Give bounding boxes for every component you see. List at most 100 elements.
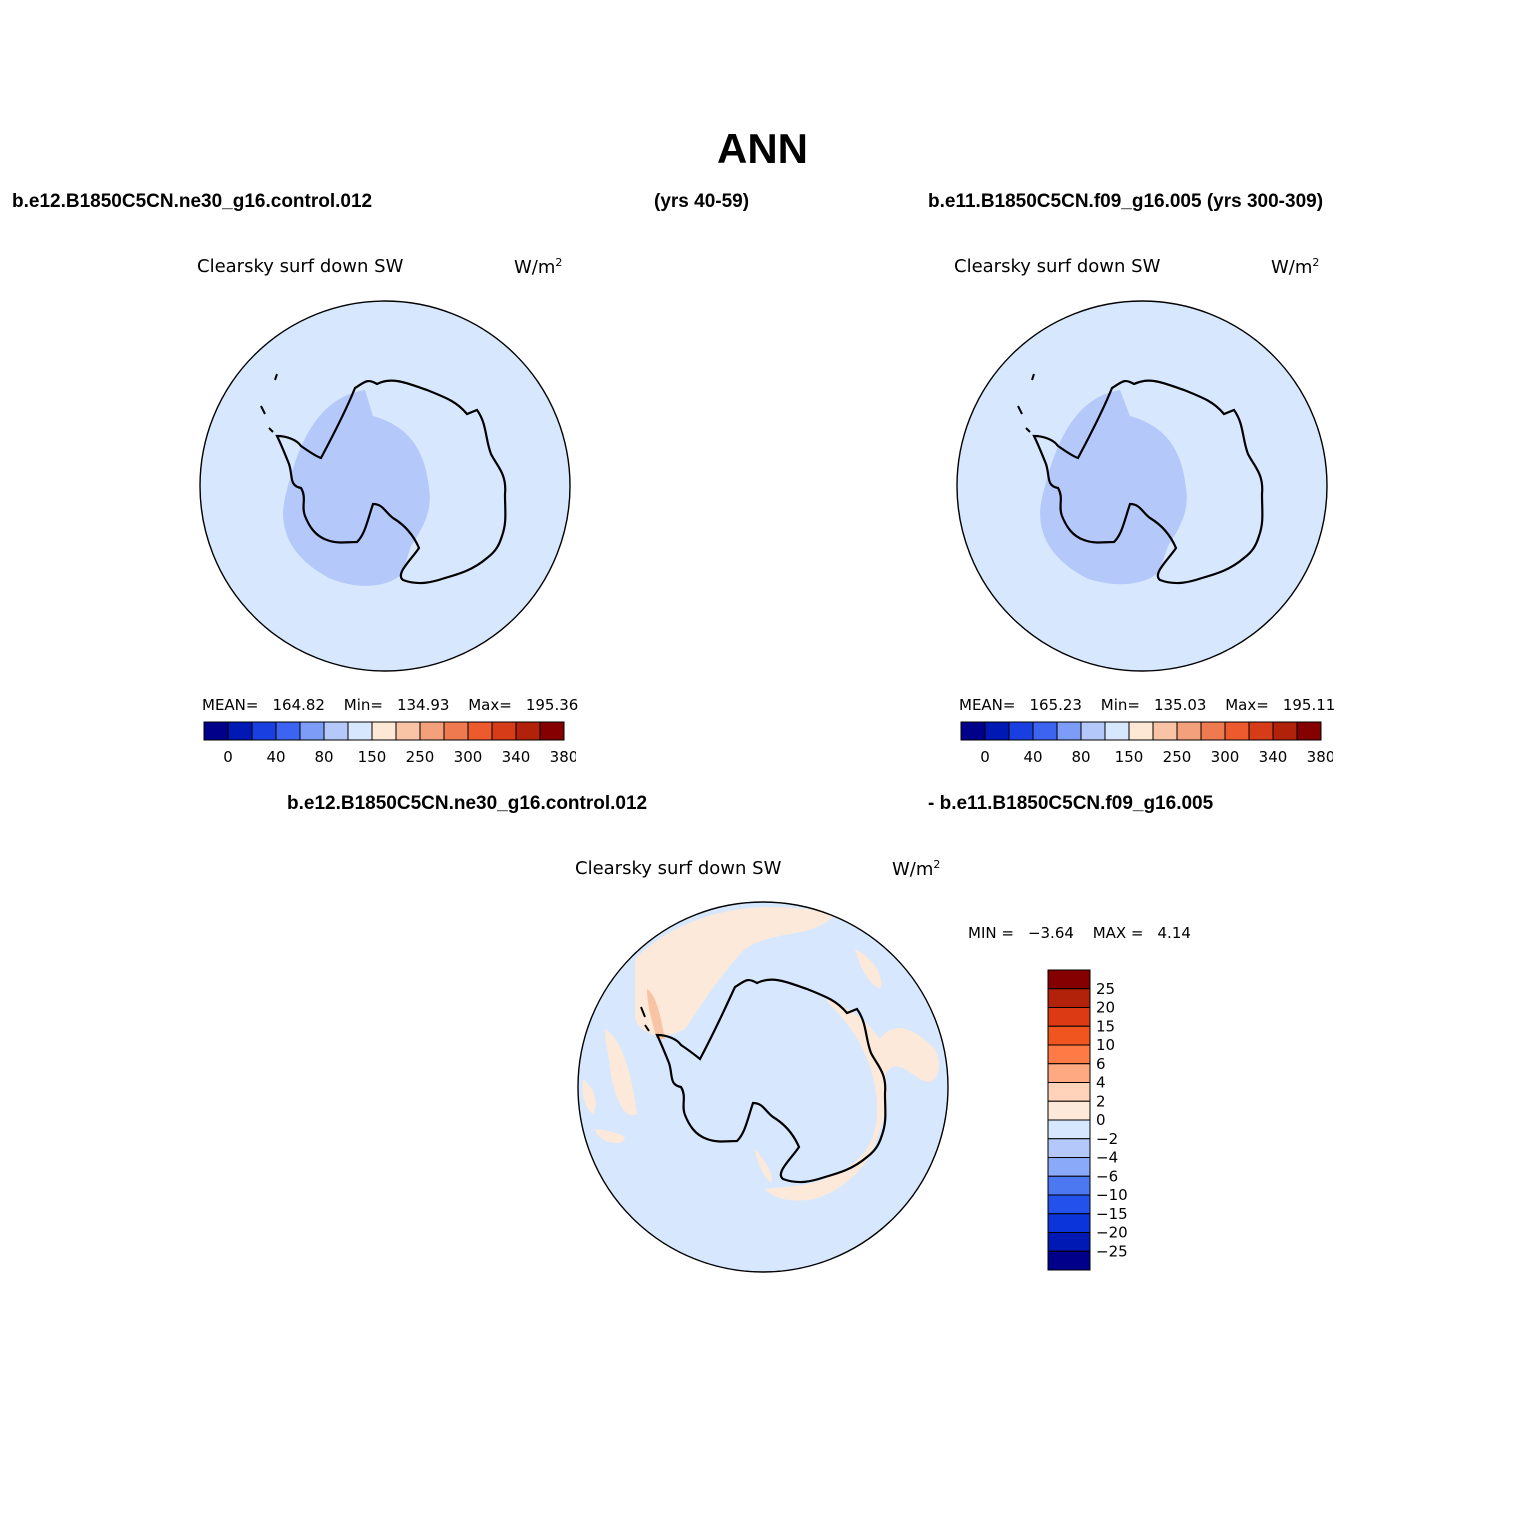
panel2-max: 195.11: [1282, 696, 1336, 714]
panel1-mean: 164.82: [272, 696, 325, 714]
map-diff: [577, 901, 949, 1273]
page-title: ANN: [717, 125, 808, 172]
colorbar2-tick-label: 340: [1259, 748, 1288, 766]
panel2-min-label: Min=: [1100, 696, 1140, 714]
colorbar2-tick-label: 0: [980, 748, 990, 766]
diff-colorbar-tick-label: −10: [1096, 1186, 1128, 1204]
panel2-units: W/m2: [1271, 256, 1320, 278]
diff-colorbar-cell: [1047, 1082, 1091, 1102]
diff-antarctica-coastline: [655, 978, 887, 1184]
colorbar2-tick-label: 250: [1163, 748, 1192, 766]
diff-variable-title: Clearsky surf down SW: [575, 858, 782, 879]
diff-colorbar-tick-label: 6: [1096, 1055, 1106, 1073]
diff-map-border: [577, 901, 949, 1273]
colorbar1-cell: [395, 721, 421, 741]
colorbar1-tick-label: 300: [454, 748, 483, 766]
case1-label: b.e12.B1850C5CN.ne30_g16.control.012: [12, 191, 373, 212]
diff-colorbar-cell: [1047, 1232, 1091, 1252]
colorbar1-cell: [251, 721, 277, 741]
diff-max-label: MAX =: [1092, 924, 1144, 942]
colorbar1-cell: [227, 721, 253, 741]
panel2-stats: MEAN= 165.23 Min= 135.03 Max= 195.11: [959, 696, 1349, 714]
colorbar2-cell: [1296, 721, 1322, 741]
diff-peninsula-islands: [640, 1006, 650, 1032]
panel1-max-label: Max=: [468, 696, 512, 714]
diff-colorbar-cell: [1047, 1250, 1091, 1271]
panel2-variable-title: Clearsky surf down SW: [954, 256, 1161, 277]
colorbar1-tick-label: 380: [550, 748, 576, 766]
colorbar2-cell: [1200, 721, 1226, 741]
panel2-peninsula-islands: [1017, 373, 1035, 433]
diff-ocean-field: [578, 902, 948, 1272]
panel1-min: 134.93: [396, 696, 450, 714]
diff-positive-region-far-west: [582, 1079, 596, 1114]
colorbar1-tick-label: 150: [358, 748, 387, 766]
diff-colorbar-cell: [1047, 1175, 1091, 1196]
colorbar2-cell: [1080, 721, 1106, 741]
colorbar1-cell: [419, 721, 445, 741]
colorbar2-tick-label: 150: [1115, 748, 1144, 766]
diff-min-label: MIN =: [968, 924, 1014, 942]
diff-colorbar-tick-label: −15: [1096, 1205, 1128, 1223]
diff-colorbar-cell: [1047, 1044, 1091, 1065]
diff-positive-region-north: [635, 906, 835, 1036]
colorbar-panel1: 0 40 80 150 250 300 340 380: [203, 721, 576, 766]
panel1-units: W/m2: [514, 256, 563, 278]
diff-stats: MIN = −3.64 MAX = 4.14: [968, 924, 1205, 942]
panel2-antarctica-coastline: [1032, 379, 1264, 585]
diff-colorbar-cell: [1047, 1007, 1091, 1027]
colorbar2-cell: [1008, 721, 1034, 741]
panel1-stats: MEAN= 164.82 Min= 134.93 Max= 195.36: [202, 696, 592, 714]
diff-max: 4.14: [1157, 924, 1191, 942]
colorbar2-cell: [1128, 721, 1154, 741]
colorbar-panel2: 0 40 80 150 250 300 340 380: [960, 721, 1333, 766]
colorbar2-cell: [1224, 721, 1250, 741]
colorbar2-tick-label: 40: [1023, 748, 1042, 766]
case2-label: b.e11.B1850C5CN.f09_g16.005 (yrs 300-309…: [928, 191, 1324, 212]
colorbar2-cell: [1032, 721, 1058, 741]
colorbar2-cell: [1248, 721, 1274, 741]
map-panel1: [199, 300, 571, 672]
panel2-mean-label: MEAN=: [959, 696, 1016, 714]
colorbar2-cell: [1056, 721, 1082, 741]
colorbar1-cell: [371, 721, 397, 741]
colorbar1-cell: [203, 721, 229, 741]
colorbar1-tick-label: 80: [314, 748, 333, 766]
diff-colorbar-tick-label: 0: [1096, 1111, 1106, 1129]
diff-colorbar-tick-label: −6: [1096, 1167, 1118, 1185]
panel1-antarctica-coastline: [275, 379, 507, 585]
diff-colorbar-cell: [1047, 1157, 1091, 1177]
diff-positive-region-west: [605, 1029, 637, 1116]
diff-colorbar-cell: [1047, 988, 1091, 1008]
diff-min: −3.64: [1027, 924, 1074, 942]
diff-colorbar-cell: [1047, 1194, 1091, 1215]
panel2-min: 135.03: [1153, 696, 1207, 714]
panel1-peninsula-islands: [260, 373, 278, 433]
diff-positive-region-northeast: [855, 949, 882, 989]
colorbar2-tick-label: 80: [1071, 748, 1090, 766]
diff-positive-region-south: [755, 1149, 772, 1183]
diff-colorbar-cell: [1047, 1025, 1091, 1046]
colorbar1-cell: [539, 721, 565, 741]
colorbar1-cell: [467, 721, 493, 741]
colorbar1-cell: [275, 721, 301, 741]
panel2-max-label: Max=: [1225, 696, 1269, 714]
case1-years-label: (yrs 40-59): [654, 191, 750, 212]
diff-colorbar-tick-label: 10: [1096, 1036, 1115, 1054]
panel1-map-border: [199, 300, 571, 672]
colorbar1-cell: [347, 721, 373, 741]
colorbar2-cell: [1176, 721, 1202, 741]
diff-positive-region-east-coast: [765, 999, 940, 1201]
panel1-variable-title: Clearsky surf down SW: [197, 256, 404, 277]
panel2-map-border: [956, 300, 1328, 672]
diff-colorbar-tick-label: −4: [1096, 1149, 1118, 1167]
colorbar1-tick-label: 0: [223, 748, 233, 766]
panel1-min-label: Min=: [343, 696, 383, 714]
diff-colorbar-tick-label: −25: [1096, 1242, 1128, 1260]
diff-units: W/m2: [892, 858, 941, 880]
panel2-mean: 165.23: [1029, 696, 1082, 714]
colorbar2-tick-label: 300: [1211, 748, 1240, 766]
colorbar1-cell: [443, 721, 469, 741]
panel1-mean-label: MEAN=: [202, 696, 259, 714]
